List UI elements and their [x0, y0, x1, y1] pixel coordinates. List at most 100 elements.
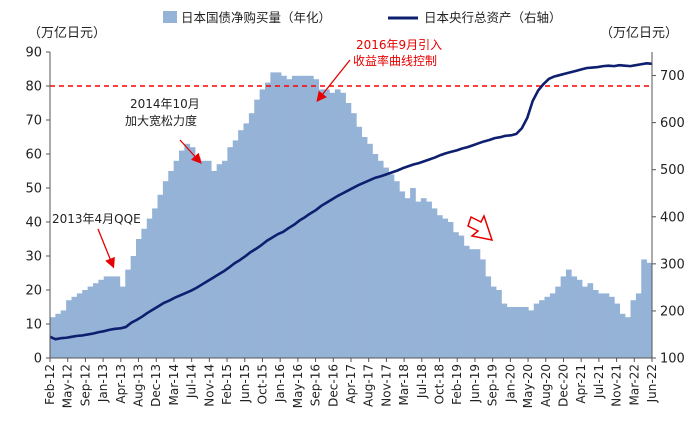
bar [609, 296, 615, 358]
bar [372, 154, 379, 358]
legend-bar-swatch [163, 11, 177, 23]
bar [469, 249, 475, 358]
bar [227, 147, 234, 358]
bar [351, 113, 357, 358]
y-left-tick-label: 0 [34, 352, 42, 367]
x-tick-label: Aug-17 [362, 364, 376, 407]
annotation-easing: 加大宽松力度 [125, 113, 197, 128]
bar [324, 89, 330, 359]
y-left-tick-label: 10 [25, 318, 42, 333]
x-tick-label: Nov-21 [610, 364, 624, 407]
bar [179, 150, 185, 358]
bar [265, 82, 271, 358]
y-right-tick-label: 100 [660, 352, 685, 367]
bar [367, 143, 373, 358]
line-total-assets [49, 61, 653, 341]
bar [76, 293, 83, 358]
bar [356, 126, 363, 358]
bar [136, 239, 142, 358]
bar [630, 300, 637, 358]
bar [329, 92, 336, 359]
bar [646, 262, 653, 358]
bar [410, 188, 416, 358]
bars-layer [50, 72, 653, 359]
bar [485, 276, 492, 358]
x-tick-label: May-20 [521, 364, 535, 408]
bar [281, 75, 287, 359]
y-right-tick-label: 400 [660, 210, 685, 225]
bar [420, 198, 427, 358]
x-tick-label: Sep-12 [78, 364, 92, 406]
x-tick-label: Jun-22 [645, 364, 659, 403]
arrow-ycc [316, 59, 351, 103]
line-layer [49, 61, 653, 341]
x-tick-label: Jul-18 [415, 364, 429, 399]
bar [490, 286, 497, 358]
bar [539, 300, 545, 358]
bar [506, 307, 513, 358]
x-tick-label: Feb-12 [43, 364, 57, 405]
bar [587, 283, 594, 358]
bar [82, 290, 88, 358]
bar [560, 276, 567, 358]
y-right-tick-label: 600 [660, 116, 685, 131]
x-tick-label: Jan-13 [96, 364, 110, 403]
bar [211, 171, 217, 358]
arrow-qqe [97, 228, 115, 269]
y-left-tick-label: 50 [25, 182, 42, 197]
x-tick-label: Jun-15 [238, 364, 252, 403]
bar [270, 72, 277, 359]
y-right-tick-label: 500 [660, 163, 685, 178]
y-right-tick-label: 300 [660, 257, 685, 272]
annotation-2014-oct: 2014年10月 [130, 97, 200, 111]
x-tick-label: Aug-13 [132, 364, 146, 407]
x-tick-label: May-16 [291, 364, 305, 408]
bar [184, 143, 191, 358]
arrow-easing [179, 139, 202, 164]
x-tick-label: Apr-21 [574, 364, 588, 404]
x-tick-label: Apr-13 [114, 364, 128, 404]
y-left-tick-label: 60 [25, 148, 42, 163]
bar [71, 296, 78, 358]
bar [528, 310, 535, 358]
y-left-tick-label: 20 [25, 284, 42, 299]
bar [141, 228, 148, 358]
x-tick-label: Sep-19 [486, 364, 500, 406]
bar [625, 317, 631, 358]
y-left-tick-label: 90 [25, 46, 42, 61]
bar [598, 293, 604, 358]
x-tick-label: Dec-13 [149, 364, 163, 407]
legend-bar-label: 日本国债净购买量（年化） [181, 10, 331, 25]
annotation-ycc-2: 收益率曲线控制 [353, 53, 437, 68]
bar [125, 269, 131, 358]
bar [313, 79, 320, 358]
bar [388, 174, 395, 358]
bar [109, 276, 115, 358]
bar [308, 75, 314, 359]
bar [248, 113, 255, 358]
bar [377, 160, 384, 358]
x-tick-label: Jul-21 [592, 364, 606, 399]
bar [238, 130, 244, 358]
bar [254, 99, 260, 358]
bar [119, 286, 126, 358]
bar [453, 232, 459, 358]
x-tick-label: Jan-16 [273, 364, 287, 403]
bar [205, 160, 212, 358]
x-tick-label: Mar-14 [167, 364, 181, 405]
bar [275, 72, 282, 359]
bar [415, 201, 422, 358]
bar [216, 164, 223, 358]
bar [291, 75, 298, 359]
y-left-unit: （万亿日元） [28, 26, 106, 41]
y-right-tick-label: 700 [660, 69, 685, 84]
bar [222, 160, 228, 358]
bar [98, 279, 105, 358]
bar [619, 313, 626, 358]
bar [232, 140, 239, 358]
bar [555, 286, 561, 358]
x-tick-label: Jan-20 [503, 364, 517, 403]
bar [641, 259, 647, 358]
legend-line-label: 日本央行总资产（右轴） [424, 10, 562, 25]
